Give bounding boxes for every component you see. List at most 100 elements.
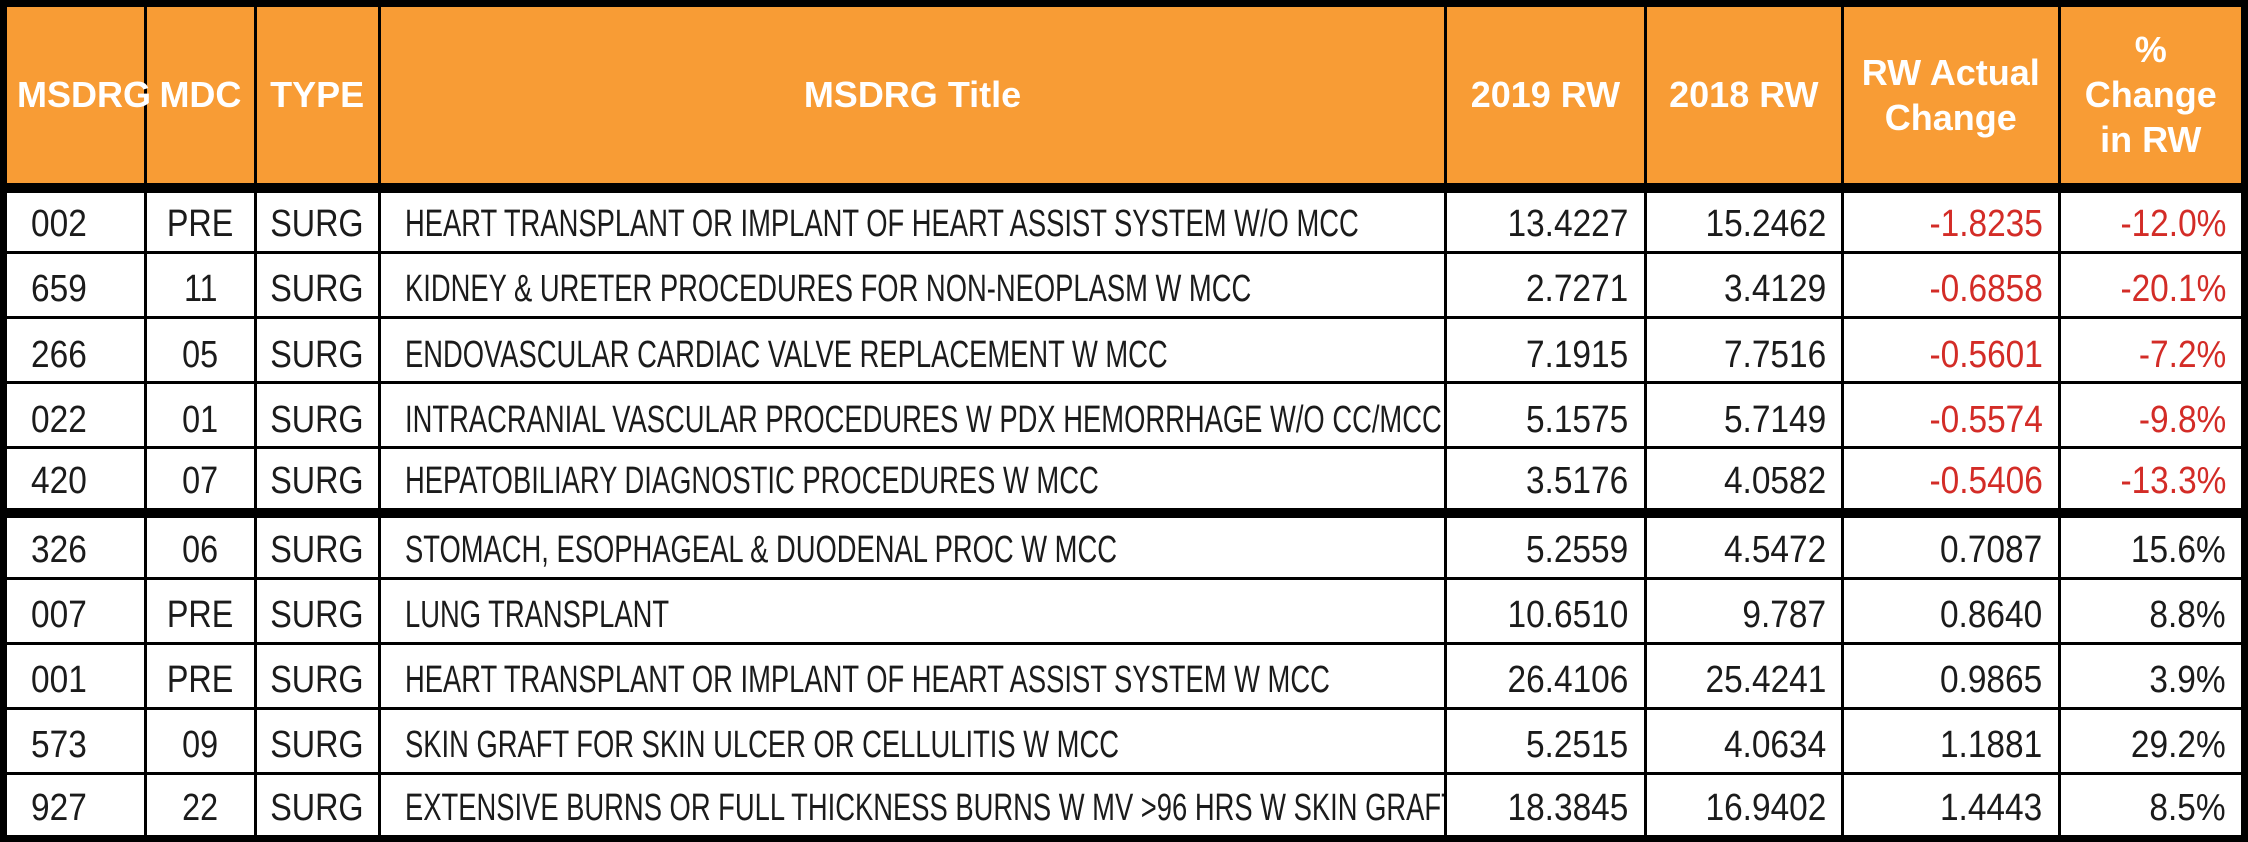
cell-msdrg: 927 bbox=[1, 771, 148, 841]
column-header-title: MSDRG Title bbox=[377, 2, 1448, 193]
cell-rw-actual-change: 0.7087 bbox=[1841, 511, 2061, 580]
cell-msdrg-title: HEPATOBILIARY DIAGNOSTIC PROCEDURES W MC… bbox=[377, 446, 1448, 518]
table-row: 420 07 SURG HEPATOBILIARY DIAGNOSTIC PRO… bbox=[1, 446, 2247, 518]
cell-type: SURG bbox=[253, 706, 381, 775]
cell-rw-actual-change: -0.5406 bbox=[1841, 446, 2061, 518]
header-row: MSDRG MDC TYPE MSDRG Title 2019 RW 2018 … bbox=[1, 2, 2247, 193]
cell-mdc: 09 bbox=[144, 706, 257, 775]
cell-type: SURG bbox=[253, 641, 381, 710]
cell-mdc: 11 bbox=[144, 251, 257, 320]
cell-rw-actual-change: -0.5601 bbox=[1841, 316, 2061, 385]
table-row: 266 05 SURG ENDOVASCULAR CARDIAC VALVE R… bbox=[1, 316, 2247, 385]
table-row: 001 PRE SURG HEART TRANSPLANT OR IMPLANT… bbox=[1, 641, 2247, 710]
cell-rw-actual-change: -0.5574 bbox=[1841, 381, 2061, 450]
cell-2019-rw: 2.7271 bbox=[1444, 251, 1647, 320]
cell-2018-rw: 15.2462 bbox=[1643, 185, 1845, 255]
cell-msdrg-title: SKIN GRAFT FOR SKIN ULCER OR CELLULITIS … bbox=[377, 706, 1448, 775]
table-row: 573 09 SURG SKIN GRAFT FOR SKIN ULCER OR… bbox=[1, 706, 2247, 775]
cell-2019-rw: 13.4227 bbox=[1444, 185, 1647, 255]
cell-pct-change-in-rw: -13.3% bbox=[2057, 446, 2247, 518]
cell-2019-rw: 3.5176 bbox=[1444, 446, 1647, 518]
column-header-mdc: MDC bbox=[144, 2, 257, 193]
column-header-2018rw: 2018 RW bbox=[1643, 2, 1845, 193]
cell-msdrg-title: EXTENSIVE BURNS OR FULL THICKNESS BURNS … bbox=[377, 771, 1448, 841]
cell-msdrg-title: KIDNEY & URETER PROCEDURES FOR NON-NEOPL… bbox=[377, 251, 1448, 320]
cell-pct-change-in-rw: 8.8% bbox=[2057, 576, 2247, 645]
cell-mdc: 01 bbox=[144, 381, 257, 450]
cell-mdc: PRE bbox=[144, 576, 257, 645]
cell-rw-actual-change: -0.6858 bbox=[1841, 251, 2061, 320]
cell-pct-change-in-rw: -9.8% bbox=[2057, 381, 2247, 450]
cell-pct-change-in-rw: 3.9% bbox=[2057, 641, 2247, 710]
cell-mdc: 07 bbox=[144, 446, 257, 518]
column-header-pct-change-in-rw: % Change in RW bbox=[2057, 2, 2247, 193]
cell-2018-rw: 4.0634 bbox=[1643, 706, 1845, 775]
cell-2019-rw: 26.4106 bbox=[1444, 641, 1647, 710]
cell-type: SURG bbox=[253, 316, 381, 385]
cell-type: SURG bbox=[253, 381, 381, 450]
cell-2018-rw: 9.787 bbox=[1643, 576, 1845, 645]
cell-2019-rw: 18.3845 bbox=[1444, 771, 1647, 841]
column-header-type: TYPE bbox=[253, 2, 381, 193]
cell-msdrg-title: STOMACH, ESOPHAGEAL & DUODENAL PROC W MC… bbox=[377, 511, 1448, 580]
cell-msdrg: 022 bbox=[1, 381, 148, 450]
cell-rw-actual-change: 0.9865 bbox=[1841, 641, 2061, 710]
cell-2018-rw: 7.7516 bbox=[1643, 316, 1845, 385]
cell-mdc: PRE bbox=[144, 185, 257, 255]
cell-2018-rw: 4.5472 bbox=[1643, 511, 1845, 580]
cell-msdrg-title: HEART TRANSPLANT OR IMPLANT OF HEART ASS… bbox=[377, 185, 1448, 255]
cell-type: SURG bbox=[253, 576, 381, 645]
cell-2018-rw: 5.7149 bbox=[1643, 381, 1845, 450]
column-header-msdrg: MSDRG bbox=[1, 2, 151, 193]
cell-msdrg-title: HEART TRANSPLANT OR IMPLANT OF HEART ASS… bbox=[377, 641, 1448, 710]
cell-2018-rw: 4.0582 bbox=[1643, 446, 1845, 518]
cell-type: SURG bbox=[253, 771, 381, 841]
cell-mdc: 06 bbox=[144, 511, 257, 580]
cell-type: SURG bbox=[253, 185, 381, 255]
cell-2019-rw: 5.2559 bbox=[1444, 511, 1647, 580]
table-row: 326 06 SURG STOMACH, ESOPHAGEAL & DUODEN… bbox=[1, 511, 2247, 580]
table-row: 927 22 SURG EXTENSIVE BURNS OR FULL THIC… bbox=[1, 771, 2247, 841]
cell-msdrg: 326 bbox=[1, 511, 148, 580]
cell-mdc: 22 bbox=[144, 771, 257, 841]
cell-msdrg: 659 bbox=[1, 251, 148, 320]
cell-msdrg-title: ENDOVASCULAR CARDIAC VALVE REPLACEMENT W… bbox=[377, 316, 1448, 385]
cell-msdrg: 007 bbox=[1, 576, 148, 645]
cell-type: SURG bbox=[253, 446, 381, 518]
cell-mdc: PRE bbox=[144, 641, 257, 710]
cell-msdrg: 266 bbox=[1, 316, 148, 385]
cell-msdrg: 002 bbox=[1, 185, 148, 255]
cell-pct-change-in-rw: 8.5% bbox=[2057, 771, 2247, 841]
table-row: 002 PRE SURG HEART TRANSPLANT OR IMPLANT… bbox=[1, 185, 2247, 255]
cell-2019-rw: 10.6510 bbox=[1444, 576, 1647, 645]
cell-mdc: 05 bbox=[144, 316, 257, 385]
table-row: 659 11 SURG KIDNEY & URETER PROCEDURES F… bbox=[1, 251, 2247, 320]
cell-2019-rw: 7.1915 bbox=[1444, 316, 1647, 385]
table-header: MSDRG MDC TYPE MSDRG Title 2019 RW 2018 … bbox=[1, 2, 2247, 193]
cell-2018-rw: 3.4129 bbox=[1643, 251, 1845, 320]
cell-pct-change-in-rw: 15.6% bbox=[2057, 511, 2247, 580]
column-header-rw-actual-change: RW Actual Change bbox=[1841, 2, 2061, 193]
cell-2019-rw: 5.1575 bbox=[1444, 381, 1647, 450]
cell-pct-change-in-rw: -7.2% bbox=[2057, 316, 2247, 385]
cell-rw-actual-change: 1.1881 bbox=[1841, 706, 2061, 775]
cell-rw-actual-change: -1.8235 bbox=[1841, 185, 2061, 255]
cell-type: SURG bbox=[253, 511, 381, 580]
cell-pct-change-in-rw: -20.1% bbox=[2057, 251, 2247, 320]
cell-2018-rw: 16.9402 bbox=[1643, 771, 1845, 841]
cell-type: SURG bbox=[253, 251, 381, 320]
cell-msdrg-title: LUNG TRANSPLANT bbox=[377, 576, 1448, 645]
cell-msdrg: 573 bbox=[1, 706, 148, 775]
cell-rw-actual-change: 1.4443 bbox=[1841, 771, 2061, 841]
table-row: 007 PRE SURG LUNG TRANSPLANT 10.6510 9.7… bbox=[1, 576, 2247, 645]
cell-msdrg-title: INTRACRANIAL VASCULAR PROCEDURES W PDX H… bbox=[377, 381, 1448, 450]
cell-2018-rw: 25.4241 bbox=[1643, 641, 1845, 710]
column-header-2019rw: 2019 RW bbox=[1444, 2, 1647, 193]
cell-2019-rw: 5.2515 bbox=[1444, 706, 1647, 775]
table-row: 022 01 SURG INTRACRANIAL VASCULAR PROCED… bbox=[1, 381, 2247, 450]
cell-rw-actual-change: 0.8640 bbox=[1841, 576, 2061, 645]
table-body: 002 PRE SURG HEART TRANSPLANT OR IMPLANT… bbox=[1, 185, 2247, 841]
cell-pct-change-in-rw: -12.0% bbox=[2057, 185, 2247, 255]
